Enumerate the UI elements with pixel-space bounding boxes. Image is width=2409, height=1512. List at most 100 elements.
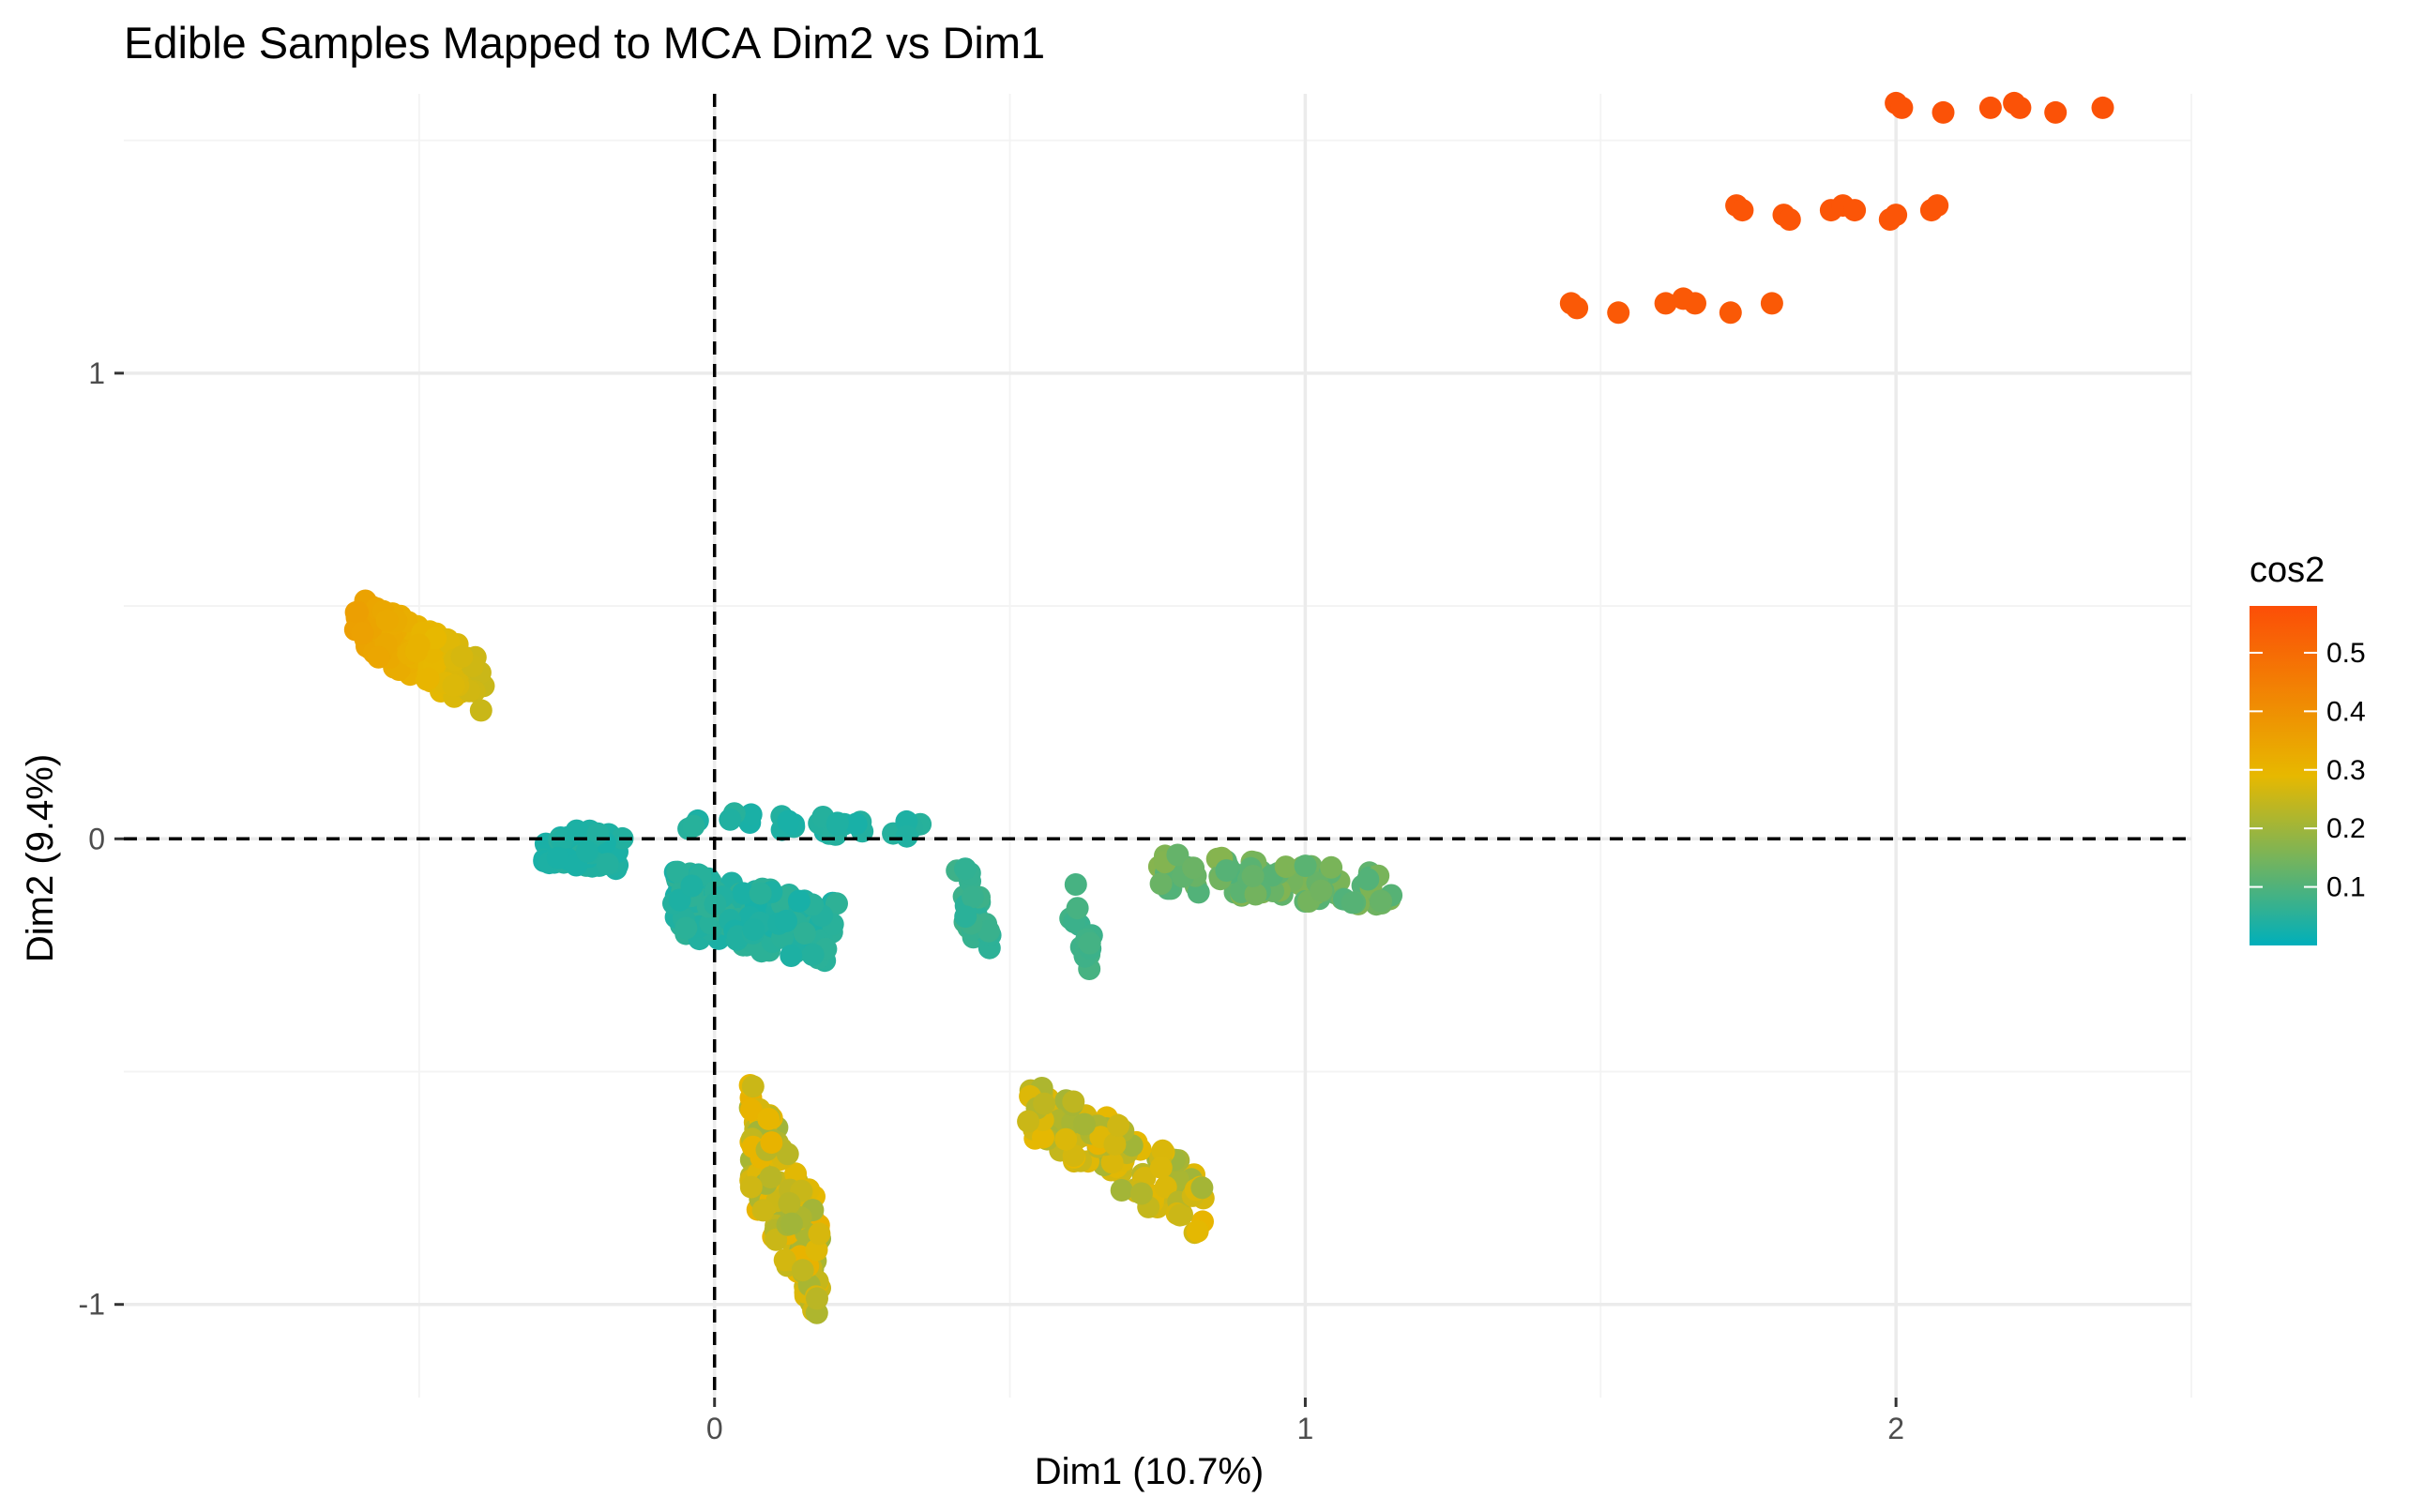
data-point xyxy=(417,667,440,690)
legend-tick-label: 0.4 xyxy=(2326,696,2366,727)
x-tick-label: 2 xyxy=(1887,1412,1904,1445)
data-point xyxy=(808,1222,831,1246)
data-point xyxy=(1017,1110,1040,1133)
data-point xyxy=(791,1259,814,1282)
data-point xyxy=(741,1075,765,1098)
data-point xyxy=(760,1131,783,1155)
axis-ticks: 0 1 2 -1 0 1 xyxy=(79,356,1904,1445)
data-point xyxy=(773,1248,796,1272)
data-point xyxy=(704,892,727,915)
data-point xyxy=(469,699,492,722)
data-point xyxy=(1103,1133,1127,1156)
data-point xyxy=(954,905,977,929)
data-point xyxy=(1760,292,1783,315)
data-point xyxy=(1932,100,1955,124)
data-point xyxy=(776,1142,799,1166)
data-point xyxy=(777,809,800,833)
legend-tick-label: 0.1 xyxy=(2326,872,2366,903)
data-point xyxy=(1151,1139,1174,1162)
data-point xyxy=(680,874,704,898)
data-point xyxy=(895,824,918,848)
data-point xyxy=(674,916,698,940)
data-point xyxy=(546,846,569,869)
x-tick-label: 0 xyxy=(706,1412,723,1445)
chart-title: Edible Samples Mapped to MCA Dim2 vs Dim… xyxy=(124,18,1045,68)
y-tick-label: -1 xyxy=(79,1288,105,1322)
data-point xyxy=(801,943,825,966)
data-point xyxy=(682,814,705,838)
legend-ticks: 0.1 0.2 0.3 0.4 0.5 xyxy=(2250,638,2366,903)
data-points xyxy=(343,91,2114,1324)
data-point xyxy=(375,609,399,632)
data-point xyxy=(1129,1182,1153,1205)
data-point xyxy=(1731,199,1754,222)
data-point xyxy=(1032,1126,1054,1149)
data-point xyxy=(575,839,598,863)
data-point xyxy=(780,1212,803,1235)
data-point xyxy=(787,889,811,913)
data-point xyxy=(1654,292,1677,315)
data-point xyxy=(351,622,374,644)
data-point xyxy=(1062,1090,1085,1113)
data-point xyxy=(962,885,984,909)
data-point xyxy=(1244,883,1267,906)
data-point xyxy=(778,1191,801,1215)
data-point xyxy=(1072,1112,1096,1136)
data-point xyxy=(1843,199,1867,222)
data-point xyxy=(719,808,742,831)
data-point xyxy=(1370,889,1393,913)
data-point xyxy=(596,853,619,876)
data-point xyxy=(759,1166,782,1189)
color-legend: cos2 0.1 0.2 0.3 0.4 0.5 xyxy=(2250,551,2366,945)
data-point xyxy=(954,857,977,881)
legend-title: cos2 xyxy=(2250,551,2325,590)
x-tick-label: 1 xyxy=(1297,1412,1314,1445)
data-point xyxy=(1078,931,1101,955)
data-point xyxy=(1100,1151,1124,1174)
data-point xyxy=(751,1199,775,1222)
data-point xyxy=(1890,96,1914,119)
data-point xyxy=(1684,292,1706,315)
data-point xyxy=(1215,859,1238,883)
data-point xyxy=(1054,1127,1078,1151)
data-point xyxy=(1926,194,1949,218)
data-point xyxy=(1607,301,1630,325)
data-point xyxy=(749,882,772,905)
data-point xyxy=(1320,855,1343,879)
data-point xyxy=(442,673,465,697)
data-point xyxy=(826,892,848,915)
data-point xyxy=(793,922,816,945)
data-point xyxy=(2008,96,2032,119)
data-point xyxy=(1182,856,1205,880)
y-tick-label: 0 xyxy=(88,822,105,855)
data-point xyxy=(407,633,431,657)
legend-tick-label: 0.5 xyxy=(2326,638,2366,669)
data-point xyxy=(1341,891,1364,915)
data-point xyxy=(780,945,803,967)
data-point xyxy=(739,1098,763,1122)
data-point xyxy=(1064,873,1087,896)
data-point xyxy=(1033,1092,1056,1115)
data-point xyxy=(739,1175,763,1199)
data-point xyxy=(1190,1176,1214,1200)
data-point xyxy=(1149,1156,1173,1179)
data-point xyxy=(1241,865,1265,887)
data-point xyxy=(1066,897,1089,920)
colorbar xyxy=(2250,606,2317,945)
data-point xyxy=(1719,301,1742,325)
data-point xyxy=(1310,879,1333,902)
data-point xyxy=(450,644,474,668)
data-point xyxy=(977,919,1000,943)
data-point xyxy=(1885,204,1908,227)
data-point xyxy=(1778,208,1801,231)
data-point xyxy=(367,645,390,669)
x-axis-title: Dim1 (10.7%) xyxy=(1035,1451,1265,1492)
data-point xyxy=(742,918,765,941)
data-point xyxy=(806,1287,828,1310)
data-point xyxy=(1274,855,1297,879)
data-point xyxy=(666,860,689,884)
data-point xyxy=(1149,872,1173,896)
data-point xyxy=(2091,96,2114,119)
data-point xyxy=(1566,296,1589,320)
